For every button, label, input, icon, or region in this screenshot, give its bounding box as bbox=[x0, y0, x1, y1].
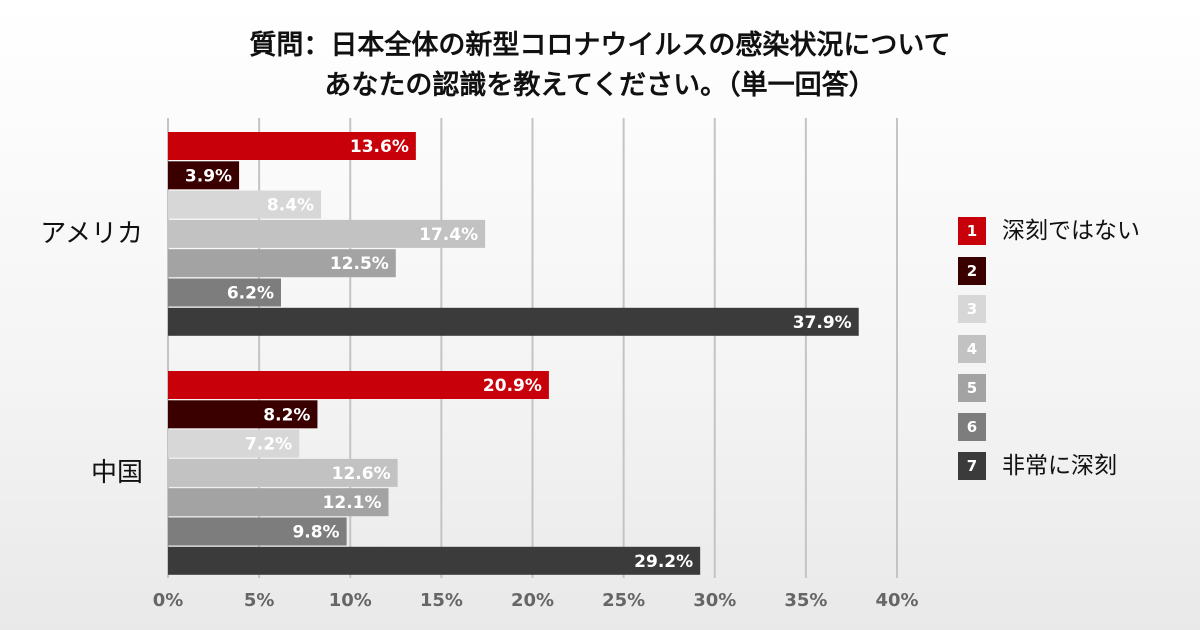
x-tick-label-5: 25% bbox=[602, 590, 645, 611]
bar-1-series-2 bbox=[168, 400, 318, 429]
legend-item-3: 3 bbox=[958, 293, 1198, 323]
x-tick-label-7: 35% bbox=[784, 590, 827, 611]
bar-label-0-series-3: 8.4% bbox=[267, 196, 314, 216]
chart-title-line-2: あなたの認識を教えてください。（単一回答） bbox=[324, 70, 876, 101]
legend-item-5: 5 bbox=[958, 372, 1198, 402]
legend-label-7: 非常に深刻 bbox=[1002, 453, 1117, 479]
legend-item-2: 2 bbox=[958, 255, 1198, 285]
bar-label-0-series-7: 37.9% bbox=[793, 313, 852, 333]
bar-0-series-1 bbox=[168, 132, 416, 160]
bar-0-series-2 bbox=[168, 161, 240, 190]
legend-item-4: 4 bbox=[958, 333, 1198, 363]
bar-label-1-series-7: 29.2% bbox=[634, 552, 693, 572]
chart-title-line-1: 質問：日本全体の新型コロナウイルスの感染状況について bbox=[249, 30, 951, 61]
bar-0-series-4 bbox=[168, 219, 486, 248]
bar-0-series-3 bbox=[168, 190, 322, 219]
bar-1-series-1 bbox=[168, 371, 549, 399]
category-label-0: アメリカ bbox=[40, 219, 143, 249]
bar-label-0-series-6: 6.2% bbox=[227, 284, 274, 304]
legend-item-1: 1 深刻ではない bbox=[958, 215, 1198, 245]
chart-title: 質問：日本全体の新型コロナウイルスの感染状況について あなたの認識を教えてくださ… bbox=[0, 26, 1200, 106]
legend-swatch-4: 4 bbox=[958, 335, 986, 363]
x-tick-label-1: 5% bbox=[244, 590, 275, 611]
bar-label-0-series-2: 3.9% bbox=[185, 166, 232, 186]
bar-label-1-series-1: 20.9% bbox=[483, 376, 542, 396]
legend-item-6: 6 bbox=[958, 411, 1198, 441]
x-tick-label-2: 10% bbox=[329, 590, 372, 611]
bar-1-series-3 bbox=[168, 429, 300, 458]
bar-1-series-7 bbox=[168, 546, 701, 575]
grid-lines bbox=[167, 118, 898, 578]
x-tick-label-4: 20% bbox=[511, 590, 554, 611]
bar-0-series-7 bbox=[168, 307, 859, 336]
x-tick-label-6: 30% bbox=[693, 590, 736, 611]
bar-label-0-series-5: 12.5% bbox=[330, 254, 389, 274]
bar-label-1-series-4: 12.6% bbox=[332, 464, 391, 484]
x-tick-label-3: 15% bbox=[420, 590, 463, 611]
x-tick-label-0: 0% bbox=[153, 590, 184, 611]
legend-label-1: 深刻ではない bbox=[1002, 218, 1140, 244]
bars bbox=[168, 132, 859, 575]
bar-labels: 13.6% 3.9% 8.4% 17.4% 12.5% 6.2% 37.9% 20.9% 8.2… bbox=[185, 137, 852, 572]
category-label-1: 中国 bbox=[91, 458, 143, 488]
bar-1-series-5 bbox=[168, 488, 389, 517]
legend-item-7: 7 非常に深刻 bbox=[958, 450, 1198, 480]
legend-swatch-7: 7 bbox=[958, 452, 986, 480]
bar-label-1-series-6: 9.8% bbox=[292, 523, 339, 543]
legend-swatch-5: 5 bbox=[958, 374, 986, 402]
bar-label-1-series-2: 8.2% bbox=[263, 405, 310, 425]
legend-swatch-6: 6 bbox=[958, 413, 986, 441]
x-tick-labels: 0% 5% 10% 15% 20% 25% 30% 35% 40% bbox=[153, 590, 919, 611]
bar-label-1-series-3: 7.2% bbox=[245, 435, 292, 455]
bar-label-0-series-1: 13.6% bbox=[350, 137, 409, 157]
x-tick-label-8: 40% bbox=[875, 590, 918, 611]
bar-1-series-4 bbox=[168, 458, 398, 487]
bar-label-1-series-5: 12.1% bbox=[323, 493, 382, 513]
legend-swatch-3: 3 bbox=[958, 295, 986, 323]
bar-1-series-6 bbox=[168, 517, 347, 546]
bar-0-series-6 bbox=[168, 278, 281, 307]
bar-0-series-5 bbox=[168, 249, 396, 278]
bar-label-0-series-4: 17.4% bbox=[419, 225, 478, 245]
legend-swatch-2: 2 bbox=[958, 257, 986, 285]
legend-swatch-1: 1 bbox=[958, 217, 986, 245]
